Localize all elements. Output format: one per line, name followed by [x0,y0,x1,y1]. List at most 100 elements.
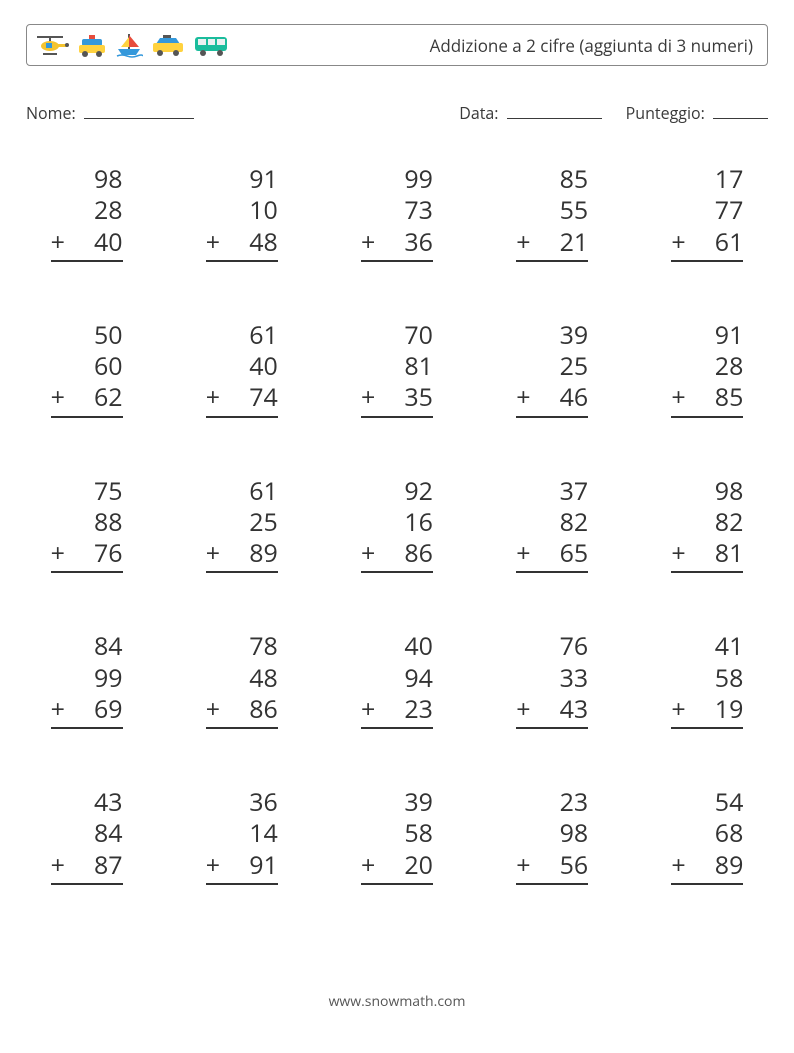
addend-1: 50 [51,320,123,351]
addend-2: 82 [516,507,588,538]
addition-problem: 7848+86 [206,631,278,729]
name-blank[interactable] [84,102,194,119]
addend-3: 81 [715,538,744,569]
addition-problem: 3958+20 [361,787,433,885]
addend-1: 36 [206,787,278,818]
addition-problem: 3782+65 [516,476,588,574]
addend-last-row: +43 [516,694,588,729]
addend-1: 70 [361,320,433,351]
addend-last-row: +69 [51,694,123,729]
addend-last-row: +23 [361,694,433,729]
addition-problem: 7081+35 [361,320,433,418]
addition-problem: 9973+36 [361,164,433,262]
addend-2: 88 [51,507,123,538]
date-field: Data: [459,102,601,124]
worksheet-title: Addizione a 2 cifre (aggiunta di 3 numer… [430,34,753,57]
addend-2: 94 [361,663,433,694]
addend-2: 81 [361,351,433,382]
addend-1: 99 [361,164,433,195]
addition-problem: 4158+19 [671,631,743,729]
addition-problem: 3614+91 [206,787,278,885]
addend-1: 39 [361,787,433,818]
addend-2: 14 [206,818,278,849]
addend-3: 21 [560,227,589,258]
addend-3: 35 [404,382,433,413]
footer-text: www.snowmath.com [0,992,794,1011]
operator-plus: + [671,850,685,881]
van-icon [193,34,229,56]
operator-plus: + [671,382,685,413]
addend-2: 48 [206,663,278,694]
addend-3: 76 [94,538,123,569]
name-field: Nome: [26,102,194,124]
addend-1: 61 [206,476,278,507]
addend-1: 84 [51,631,123,662]
addition-problem: 7633+43 [516,631,588,729]
operator-plus: + [516,850,530,881]
addend-1: 76 [516,631,588,662]
score-field: Punteggio: [626,102,768,124]
addend-last-row: +76 [51,538,123,573]
taxi-icon [151,34,185,56]
addition-problem: 9110+48 [206,164,278,262]
addend-1: 61 [206,320,278,351]
addend-2: 28 [671,351,743,382]
operator-plus: + [361,694,375,725]
addend-last-row: +74 [206,382,278,417]
addend-last-row: +89 [206,538,278,573]
addend-2: 60 [51,351,123,382]
addend-last-row: +36 [361,227,433,262]
date-blank[interactable] [507,102,602,119]
operator-plus: + [516,694,530,725]
addend-2: 82 [671,507,743,538]
addend-last-row: +85 [671,382,743,417]
operator-plus: + [206,850,220,881]
addend-2: 10 [206,195,278,226]
addend-last-row: +20 [361,850,433,885]
operator-plus: + [51,227,65,258]
addend-3: 40 [94,227,123,258]
operator-plus: + [671,694,685,725]
operator-plus: + [51,694,65,725]
addend-3: 86 [249,694,278,725]
operator-plus: + [361,538,375,569]
sailboat-icon [115,32,143,58]
addend-1: 92 [361,476,433,507]
addition-problem: 9882+81 [671,476,743,574]
score-blank[interactable] [713,102,768,119]
operator-plus: + [206,382,220,413]
addend-last-row: +62 [51,382,123,417]
addend-1: 85 [516,164,588,195]
addend-last-row: +86 [361,538,433,573]
addend-last-row: +87 [51,850,123,885]
addend-2: 99 [51,663,123,694]
addend-last-row: +19 [671,694,743,729]
addend-2: 25 [206,507,278,538]
addition-problem: 8555+21 [516,164,588,262]
addition-problem: 5060+62 [51,320,123,418]
addition-problem: 5468+89 [671,787,743,885]
addend-last-row: +21 [516,227,588,262]
addend-1: 75 [51,476,123,507]
operator-plus: + [361,850,375,881]
addend-last-row: +86 [206,694,278,729]
addition-problem: 7588+76 [51,476,123,574]
addend-2: 40 [206,351,278,382]
addend-3: 20 [404,850,433,881]
addend-1: 91 [671,320,743,351]
addend-3: 65 [560,538,589,569]
addend-3: 85 [715,382,744,413]
addend-3: 48 [249,227,278,258]
addend-2: 68 [671,818,743,849]
addend-2: 58 [361,818,433,849]
addend-2: 58 [671,663,743,694]
addend-last-row: +65 [516,538,588,573]
police-car-icon [77,33,107,57]
addend-3: 19 [715,694,744,725]
operator-plus: + [516,538,530,569]
addend-1: 98 [51,164,123,195]
addend-1: 98 [671,476,743,507]
addend-3: 62 [94,382,123,413]
meta-row: Nome: Data: Punteggio: [26,102,768,124]
addition-problem: 4094+23 [361,631,433,729]
